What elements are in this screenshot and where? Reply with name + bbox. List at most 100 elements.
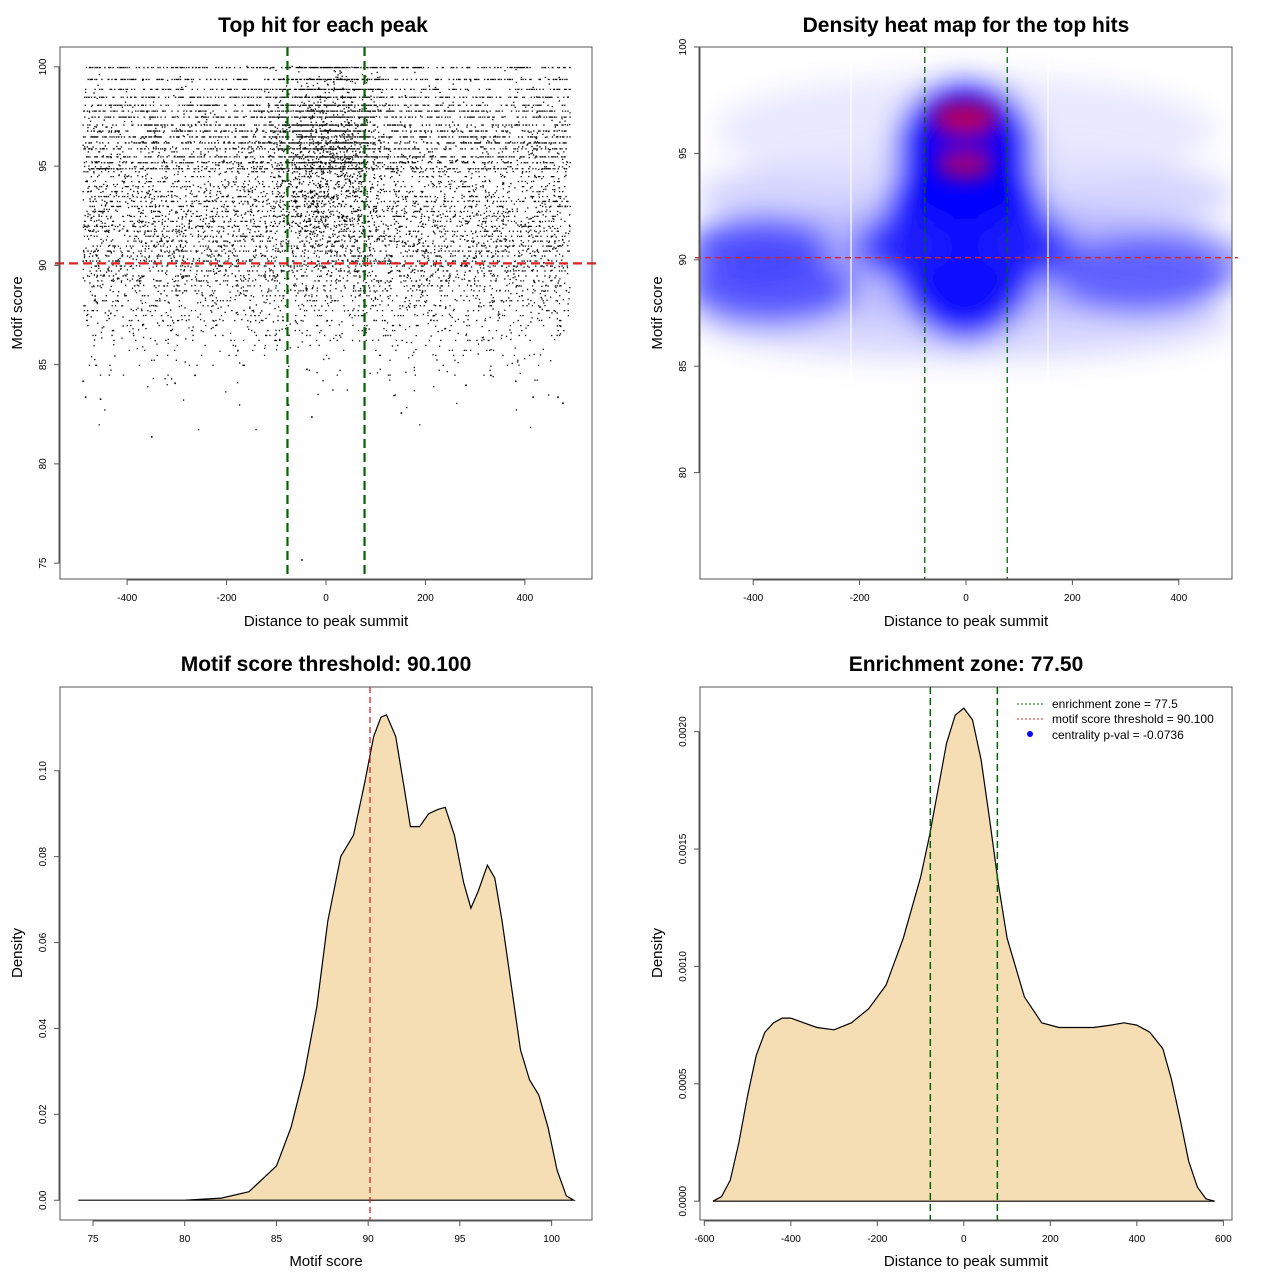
legend: enrichment zone = 77.5 motif score thres… xyxy=(1017,697,1214,742)
x-tick-label: -400 xyxy=(743,593,763,604)
legend-threshold-label: motif score threshold = 90.100 xyxy=(1052,712,1214,726)
scatter-outlier-point xyxy=(400,412,403,414)
y-tick-label: 85 xyxy=(38,359,49,371)
distance-density-title: Enrichment zone: 77.50 xyxy=(849,653,1084,676)
x-tick-label: 90 xyxy=(363,1234,375,1245)
scatter-outlier-point xyxy=(514,380,517,383)
x-tick-label: -400 xyxy=(781,1234,801,1245)
y-tick-label: 0.0000 xyxy=(678,1185,689,1216)
score-density-y-axis: 0.00 0.02 0.04 0.06 0.08 0.10 xyxy=(38,761,60,1210)
heatmap-panel: Density heat map for the top hits xyxy=(649,14,1238,630)
heatmap-title: Density heat map for the top hits xyxy=(803,14,1130,37)
score-density-plot-frame xyxy=(59,686,593,1221)
score-density-y-label: Density xyxy=(9,927,26,978)
score-density-title: Motif score threshold: 90.100 xyxy=(181,653,472,676)
score-density-x-label: Motif score xyxy=(289,1253,362,1270)
scatter-outlier-point xyxy=(465,384,467,387)
y-tick-label: 0.0010 xyxy=(678,951,689,982)
heatmap-y-label: Motif score xyxy=(649,276,666,349)
y-tick-label: 100 xyxy=(38,58,49,75)
y-tick-label: 95 xyxy=(38,160,49,172)
x-tick-label: 400 xyxy=(1129,1234,1146,1245)
scatter-outlier-point xyxy=(82,380,84,383)
y-tick-label: 95 xyxy=(678,147,689,159)
x-tick-label: 75 xyxy=(87,1234,99,1245)
scatter-outlier-point xyxy=(84,396,87,398)
distance-density-panel: Enrichment zone: 77.50 -600 -400 -200 0 200 4… xyxy=(649,653,1233,1270)
scatter-y-axis: 75 80 85 90 95 100 xyxy=(38,58,60,569)
x-tick-label: 600 xyxy=(1215,1234,1232,1245)
distance-density-x-label: Distance to peak summit xyxy=(884,1253,1049,1270)
x-tick-label: 200 xyxy=(1042,1234,1059,1245)
y-tick-label: 80 xyxy=(678,467,689,479)
scatter-panel: Top hit for each peak -400 -200 0 200 400 75… xyxy=(9,14,598,630)
distance-density-plot-frame xyxy=(699,686,1233,1221)
scatter-outlier-point xyxy=(311,416,313,418)
scatter-outlier-point xyxy=(562,402,564,404)
distance-density-curve xyxy=(712,707,1215,1202)
distance-density-y-axis: 0.0000 0.0005 0.0010 0.0015 0.0020 xyxy=(678,716,700,1217)
x-tick-label: 400 xyxy=(517,593,534,604)
y-tick-label: 90 xyxy=(38,259,49,271)
scatter-points xyxy=(82,65,571,561)
scatter-y-label: Motif score xyxy=(9,276,26,349)
x-tick-label: 0 xyxy=(963,593,969,604)
scatter-outlier-point xyxy=(557,396,559,398)
x-tick-label: 200 xyxy=(417,593,434,604)
scatter-outlier-point xyxy=(99,398,102,400)
y-tick-label: 0.0005 xyxy=(678,1068,689,1099)
y-tick-label: 0.0020 xyxy=(678,716,689,747)
y-tick-label: 0.04 xyxy=(38,1018,49,1038)
score-density-x-axis: 75 80 85 90 95 100 xyxy=(87,1220,560,1245)
scatter-outlier-point xyxy=(306,368,308,371)
scatter-outlier-point xyxy=(194,374,196,377)
scatter-point-cloud xyxy=(82,65,571,431)
legend-pval-swatch xyxy=(1027,731,1033,737)
y-tick-label: 0.10 xyxy=(38,761,49,781)
scatter-x-axis: -400 -200 0 200 400 xyxy=(117,579,534,604)
x-tick-label: 85 xyxy=(271,1234,283,1245)
y-tick-label: 90 xyxy=(678,254,689,266)
scatter-x-label: Distance to peak summit xyxy=(244,613,409,630)
x-tick-label: 95 xyxy=(454,1234,466,1245)
scatter-outlier-point xyxy=(490,374,492,377)
x-tick-label: -200 xyxy=(867,1234,887,1245)
scatter-title: Top hit for each peak xyxy=(218,14,428,37)
y-tick-label: 0.08 xyxy=(38,846,49,866)
x-tick-label: 0 xyxy=(323,593,329,604)
scatter-outlier-point xyxy=(532,396,534,398)
x-tick-label: -200 xyxy=(217,593,237,604)
x-tick-label: 400 xyxy=(1170,593,1187,604)
x-tick-label: -200 xyxy=(850,593,870,604)
distance-density-reference-lines xyxy=(929,687,999,1220)
x-tick-label: 80 xyxy=(179,1234,191,1245)
scatter-reference-lines xyxy=(55,47,598,579)
score-density-curve xyxy=(78,714,576,1201)
y-tick-label: 0.02 xyxy=(38,1104,49,1124)
heatmap-y-axis: 80 85 90 95 100 xyxy=(678,38,700,478)
heatmap-x-label: Distance to peak summit xyxy=(884,613,1049,630)
distance-density-y-label: Density xyxy=(649,927,666,978)
scatter-outlier-point xyxy=(150,436,153,438)
heatmap-density xyxy=(700,47,1232,579)
score-density-panel: Motif score threshold: 90.100 75 80 85 90 95… xyxy=(9,653,593,1270)
scatter-outlier-point xyxy=(301,559,303,561)
legend-pval-label: centrality p-val = -0.0736 xyxy=(1052,728,1184,742)
y-tick-label: 80 xyxy=(38,458,49,470)
y-tick-label: 100 xyxy=(678,38,689,55)
x-tick-label: 200 xyxy=(1064,593,1081,604)
legend-enrichment-label: enrichment zone = 77.5 xyxy=(1052,697,1178,711)
y-tick-label: 85 xyxy=(678,360,689,372)
y-tick-label: 75 xyxy=(38,557,49,569)
x-tick-label: 0 xyxy=(961,1234,967,1245)
x-tick-label: -600 xyxy=(694,1234,714,1245)
heatmap-x-axis: -400 -200 0 200 400 xyxy=(743,579,1188,604)
distance-density-x-axis: -600 -400 -200 0 200 400 600 xyxy=(694,1220,1232,1245)
y-tick-label: 0.06 xyxy=(38,932,49,952)
y-tick-label: 0.00 xyxy=(38,1190,49,1210)
heatmap-reference-lines xyxy=(695,47,1238,579)
x-tick-label: -400 xyxy=(117,593,137,604)
scatter-outlier-point xyxy=(174,382,176,385)
x-tick-label: 100 xyxy=(543,1234,560,1245)
